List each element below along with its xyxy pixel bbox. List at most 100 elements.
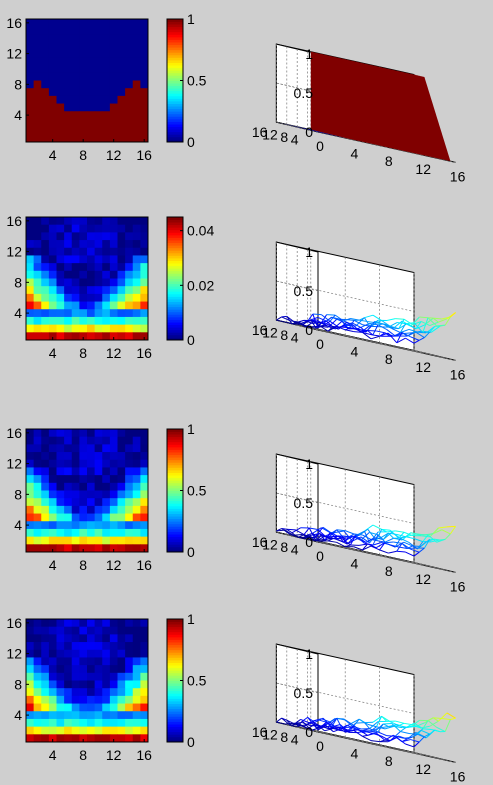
heatmap-cell	[109, 688, 118, 697]
heatmap-cell	[71, 270, 80, 279]
heatmap-cell	[79, 270, 88, 279]
heatmap-cell	[71, 57, 80, 66]
colorbar-swatch	[167, 327, 183, 331]
colorbar-tick-label: 0.04	[187, 223, 214, 239]
heatmap-cell	[71, 459, 80, 468]
heatmap-cell	[140, 263, 149, 272]
heatmap-cell	[117, 80, 126, 89]
y-tick-label: 12	[6, 456, 22, 472]
mesh-line	[450, 717, 456, 720]
heatmap-cell	[26, 270, 35, 279]
heatmap-cell	[26, 332, 35, 341]
heatmap-cell	[79, 444, 88, 453]
heatmap-cell	[140, 711, 149, 720]
heatmap-cell	[87, 49, 96, 58]
heatmap-cell	[109, 49, 118, 58]
heatmap-cell	[125, 649, 134, 658]
heatmap-cell	[140, 703, 149, 712]
mesh-line	[346, 725, 353, 732]
heatmap-cell	[109, 19, 118, 28]
colorbar-swatch	[167, 693, 183, 697]
heatmap-cell	[41, 34, 50, 43]
heatmap-cell	[109, 459, 118, 468]
heatmap-cell	[117, 255, 126, 264]
heatmap-cell	[132, 695, 141, 704]
colorbar-swatch	[167, 695, 183, 699]
z-tick-label: 1	[305, 646, 313, 662]
mesh-line	[338, 727, 344, 731]
heatmap-cell	[87, 490, 96, 499]
mesh-line	[281, 528, 291, 535]
mesh-line	[362, 324, 372, 327]
heatmap-cell	[125, 316, 134, 326]
heatmap-cell	[125, 459, 134, 468]
colorbar-swatch	[167, 75, 183, 79]
heatmap-cell	[132, 26, 141, 35]
heatmap-cell	[140, 57, 149, 66]
heatmap-cell	[140, 309, 149, 318]
heatmap-cell	[56, 80, 65, 89]
colorbar-swatch	[167, 444, 183, 448]
mesh-line	[349, 535, 357, 546]
heatmap-cell	[102, 452, 111, 461]
heatmap-cell	[132, 528, 141, 538]
heatmap-cell	[33, 247, 42, 256]
colorbar-swatch	[167, 314, 183, 318]
colorbar-swatch	[167, 690, 183, 694]
heatmap-cell	[64, 57, 73, 66]
heatmap-cell	[132, 255, 141, 264]
heatmap-cell	[109, 118, 118, 128]
heatmap-cell	[64, 255, 73, 264]
heatmap-cell	[87, 134, 96, 143]
colorbar-swatch	[167, 644, 183, 648]
heatmap-cell	[140, 505, 149, 514]
mesh-line	[398, 546, 408, 550]
colorbar-swatch	[167, 88, 183, 92]
heatmap-cell	[132, 726, 141, 735]
heatmap-cell	[64, 278, 73, 287]
mesh-line	[420, 729, 430, 735]
heatmap-cell	[87, 217, 96, 226]
heatmap-cell	[140, 452, 149, 461]
heatmap-cell	[26, 695, 35, 704]
heatmap-cell	[117, 126, 126, 135]
heatmap-cell	[26, 263, 35, 272]
heatmap-cell	[71, 528, 80, 538]
heatmap-cell	[102, 642, 111, 651]
heatmap-cell	[48, 42, 57, 51]
heatmap-cell	[48, 734, 57, 743]
mesh-line	[403, 541, 413, 547]
mesh-line	[422, 317, 429, 333]
heatmap-cell	[117, 695, 126, 704]
mesh-line	[358, 317, 365, 321]
colorbar-swatch	[167, 718, 183, 722]
heatmap-cell	[26, 26, 35, 35]
heatmap-cell	[71, 324, 80, 333]
heatmap-cell	[41, 278, 50, 287]
mesh-line	[353, 546, 363, 551]
colorbar-swatch	[167, 332, 183, 336]
heatmap-cell	[102, 247, 111, 256]
colorbar-tick-label: 0.5	[187, 673, 207, 689]
colorbar-swatch	[167, 531, 183, 535]
colorbar-swatch	[167, 311, 183, 315]
heatmap-cell	[87, 324, 96, 333]
z-tick-label: 0.5	[294, 495, 314, 511]
heatmap-cell	[102, 665, 111, 674]
heatmap-cell	[33, 26, 42, 35]
heatmap-cell	[26, 619, 35, 628]
heatmap-cell	[102, 680, 111, 689]
heatmap-cell	[87, 634, 96, 643]
heatmap-cell	[48, 332, 57, 341]
heatmap-cell	[87, 224, 96, 233]
mesh-line	[394, 538, 401, 548]
mesh-line	[410, 739, 420, 743]
mesh-line	[434, 538, 441, 541]
heatmap-cell	[109, 436, 118, 445]
colorbar-swatch	[167, 713, 183, 717]
heatmap-cell	[64, 544, 73, 553]
heatmap-cell	[79, 88, 88, 97]
heatmap-cell	[79, 436, 88, 445]
heatmap-cell	[109, 255, 118, 264]
heatmap-cell	[41, 482, 50, 491]
